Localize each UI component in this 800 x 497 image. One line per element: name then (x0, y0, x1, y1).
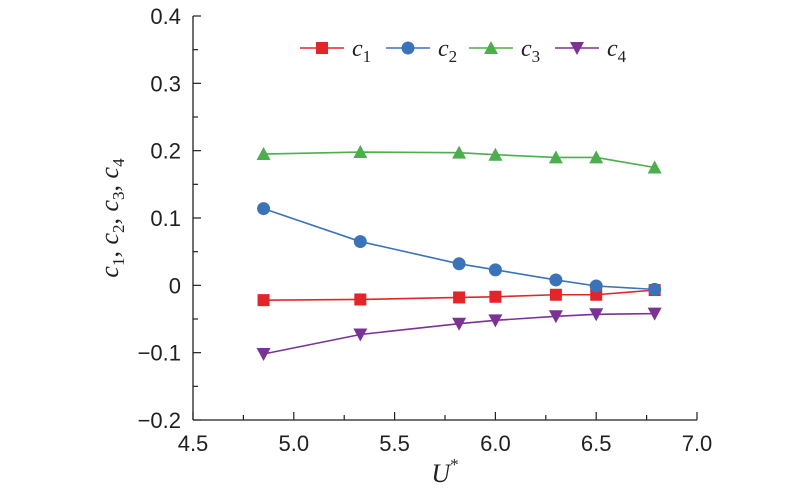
x-tick-label: 5.0 (279, 431, 310, 456)
x-axis-title: U* (431, 455, 458, 488)
x-tick-label: 7.0 (682, 431, 713, 456)
axes: −0.2 −0.1 0 0.1 0.2 0.3 0.4 4.5 5.0 5.5 6.0 6.5 7.0 (138, 4, 713, 456)
data-point (489, 290, 502, 303)
data-point (353, 235, 367, 249)
y-axis-title: c1, c2, c3, c4 (95, 158, 128, 278)
data-point (548, 310, 563, 324)
data-point (549, 273, 563, 287)
data-point (452, 317, 467, 331)
series-c3 (256, 145, 662, 174)
legend: c1 c2 c3 c4 (300, 36, 627, 66)
series-c2 (257, 202, 662, 296)
data-point (488, 263, 502, 277)
y-tick-label: −0.1 (138, 341, 181, 366)
data-point (589, 279, 603, 293)
data-point (353, 145, 368, 159)
series-layer (256, 145, 662, 362)
data-point (589, 150, 604, 164)
axis-labels: U* c1, c2, c3, c4 (95, 158, 459, 488)
legend-item: c2 (386, 36, 457, 66)
data-point (648, 282, 662, 296)
data-point (256, 348, 271, 362)
y-tick-label: 0 (169, 273, 181, 298)
data-point (488, 147, 503, 161)
y-tick-label: 0.4 (150, 4, 181, 29)
legend-label: c4 (607, 36, 627, 66)
legend-marker (401, 41, 415, 55)
x-tick-label: 6.0 (480, 431, 511, 456)
data-point (453, 291, 466, 304)
data-point (549, 288, 562, 301)
series-c4 (256, 307, 662, 362)
y-tick-label: 0.2 (150, 139, 181, 164)
x-tick-label: 6.5 (581, 431, 612, 456)
data-point (548, 150, 563, 164)
legend-item: c3 (469, 36, 540, 66)
legend-label: c1 (352, 36, 371, 66)
legend-item: c1 (300, 36, 371, 66)
y-tick-label: 0.1 (150, 206, 181, 231)
legend-label: c3 (521, 36, 540, 66)
data-point (354, 293, 367, 306)
legend-item: c4 (555, 36, 627, 66)
y-tick-label: −0.2 (138, 408, 181, 433)
data-point (589, 308, 604, 322)
data-point (647, 160, 662, 174)
legend-marker (484, 41, 498, 54)
legend-marker (570, 42, 584, 55)
data-point (452, 257, 466, 271)
legend-label: c2 (438, 36, 457, 66)
x-tick-label: 5.5 (379, 431, 410, 456)
legend-marker (316, 42, 328, 54)
data-point (452, 145, 467, 159)
data-point (647, 307, 662, 321)
data-point (353, 328, 368, 342)
data-point (257, 202, 271, 216)
data-point (257, 294, 270, 307)
series-line (263, 207, 655, 291)
data-point (488, 314, 503, 328)
y-tick-label: 0.3 (150, 71, 181, 96)
data-point (256, 147, 271, 161)
x-tick-label: 4.5 (178, 431, 209, 456)
